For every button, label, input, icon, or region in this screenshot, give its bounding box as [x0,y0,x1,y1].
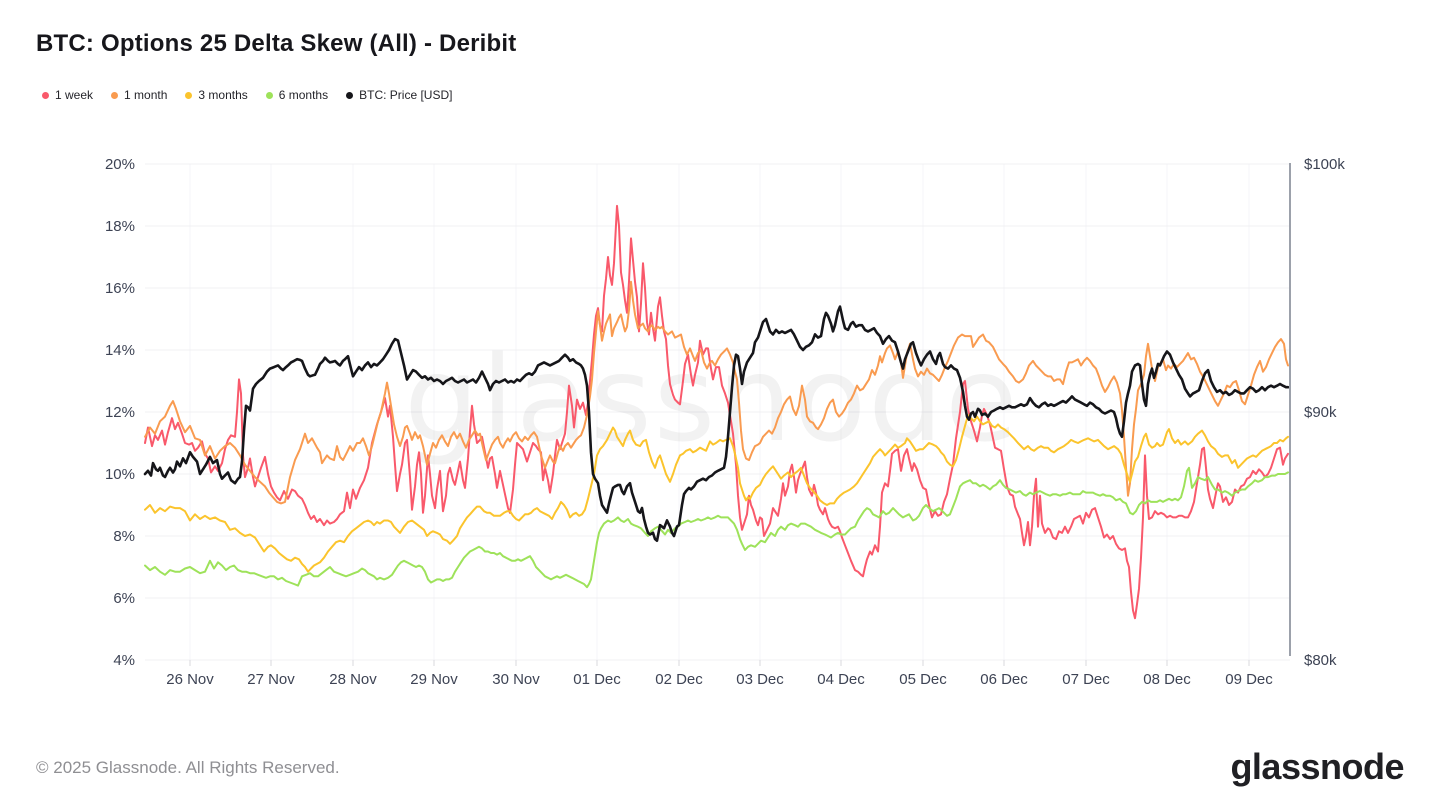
legend-dot-icon [42,91,49,99]
x-axis-label: 06 Dec [980,671,1028,688]
x-axis-label: 02 Dec [655,671,703,688]
x-axis-label: 26 Nov [166,671,214,688]
series-line-1-month[interactable] [144,280,1289,505]
legend-item-1-month[interactable]: 1 month [111,88,167,102]
left-axis-label: 6% [113,590,135,607]
watermark-text: glassnode [404,330,1019,468]
legend: 1 week 1 month 3 months 6 months BTC: Price … [42,88,452,102]
left-axis-label: 18% [105,218,135,235]
left-axis-label: 12% [105,404,135,421]
legend-item-1-week[interactable]: 1 week [42,88,93,102]
x-axis-label: 07 Dec [1062,671,1110,688]
x-axis-label: 04 Dec [817,671,865,688]
x-axis-label: 28 Nov [329,671,377,688]
x-axis-label: 27 Nov [247,671,295,688]
page-title: BTC: Options 25 Delta Skew (All) - Derib… [36,30,517,57]
legend-item-3-months[interactable]: 3 months [185,88,248,102]
legend-dot-icon [265,91,273,99]
left-axis-label: 14% [105,342,135,359]
x-axis-label: 08 Dec [1143,671,1191,688]
x-axis-label: 30 Nov [492,671,540,688]
x-axis-label: 05 Dec [899,671,947,688]
x-axis-label: 01 Dec [573,671,621,688]
glassnode-logo: glassnode [1230,746,1404,787]
legend-label: 1 week [55,88,94,102]
left-axis-label: 10% [105,466,135,483]
left-axis-label: 4% [113,652,135,669]
legend-item-6-months[interactable]: 6 months [265,88,329,102]
left-axis-label: 16% [105,280,135,297]
legend-label: 1 month [124,88,168,102]
x-axis-label: 03 Dec [736,671,784,688]
skew-price-chart[interactable]: glassnode 26 Nov 27 Nov 28 Nov 29 Nov 30 Nov 0… [0,0,1440,740]
series-line-3-months[interactable] [144,414,1289,573]
legend-item-btc-price-usd-[interactable]: BTC: Price [USD] [346,88,452,102]
x-axis-label: 29 Nov [410,671,458,688]
legend-label: 6 months [278,88,329,102]
right-axis-label: $100k [1304,156,1345,173]
left-axis-label: 8% [113,528,135,545]
legend-label: 3 months [198,88,248,102]
series-line-6-months[interactable] [144,466,1289,589]
legend-dot-icon [346,91,354,99]
left-axis-label: 20% [105,156,135,173]
right-axis-label: $90k [1304,404,1337,421]
legend-dot-icon [185,91,193,99]
series-line-btc-price-usd-[interactable] [143,305,1290,543]
copyright-text: © 2025 Glassnode. All Rights Reserved. [36,758,340,777]
legend-label: BTC: Price [USD] [359,88,453,102]
right-axis-label: $80k [1304,652,1337,669]
legend-dot-icon [111,91,119,99]
x-axis-label: 09 Dec [1225,671,1273,688]
